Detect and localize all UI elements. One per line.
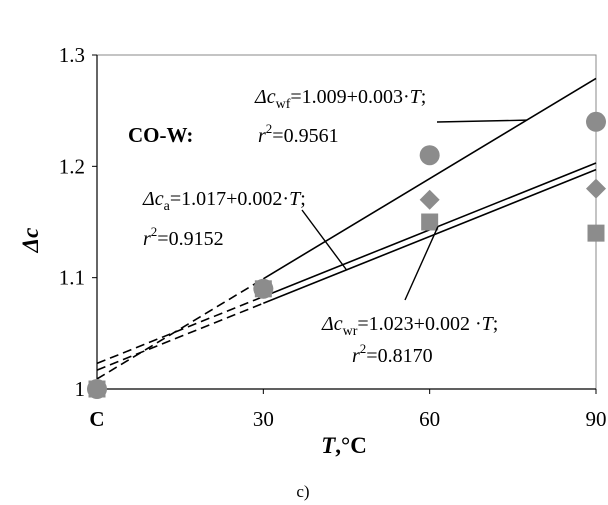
- axes: [92, 54, 597, 394]
- r2-wr: r2=0.8170: [352, 341, 433, 367]
- data-point-circle: [419, 145, 440, 166]
- y-tick-label: 1.2: [59, 154, 85, 178]
- leader-line: [436, 119, 527, 123]
- data-points: [87, 111, 606, 399]
- figure-caption: c): [296, 482, 309, 501]
- data-point-diamond: [586, 178, 606, 199]
- data-point-circle: [586, 111, 606, 132]
- r2-a: r2=0.9152: [143, 224, 224, 250]
- data-point-square: [421, 213, 439, 231]
- data-point-square: [254, 280, 272, 298]
- x-tick-label: 90: [586, 407, 607, 431]
- data-point-square: [587, 224, 605, 242]
- y-tick-label: 1.3: [59, 43, 85, 67]
- data-point-diamond: [419, 189, 440, 210]
- x-tick-label: 30: [253, 407, 274, 431]
- equation-a: Δca=1.017+0.002·T;: [142, 188, 306, 214]
- equation-wf: Δcwf=1.009+0.003·T;: [254, 86, 426, 112]
- equation-wr: Δcwr=1.023+0.002 ·T;: [321, 313, 498, 339]
- y-axis-label: Δc: [18, 228, 43, 254]
- leader-line: [404, 226, 439, 301]
- y-tick-label: 1: [75, 377, 86, 401]
- x-axis-label: T,°C: [321, 433, 367, 458]
- fit-line-dashed: [96, 278, 264, 380]
- fit-line: [262, 77, 597, 280]
- tick-labels: 1 1.1 1.2 1.3 C 30 60 90: [59, 43, 607, 431]
- leader-lines: [301, 119, 527, 301]
- fit-line-dashed: [96, 302, 264, 371]
- y-tick-label: 1.1: [59, 266, 85, 290]
- panel-title: CO-W:: [128, 123, 193, 147]
- leader-line: [301, 209, 348, 271]
- data-point-square: [88, 380, 106, 398]
- fit-line-dashed: [96, 295, 264, 365]
- fit-lines: [96, 77, 597, 380]
- x-tick-label: 60: [419, 407, 440, 431]
- x-tick-label: C: [89, 407, 104, 431]
- r2-wf: r2=0.9561: [258, 121, 339, 147]
- fit-line: [263, 168, 597, 305]
